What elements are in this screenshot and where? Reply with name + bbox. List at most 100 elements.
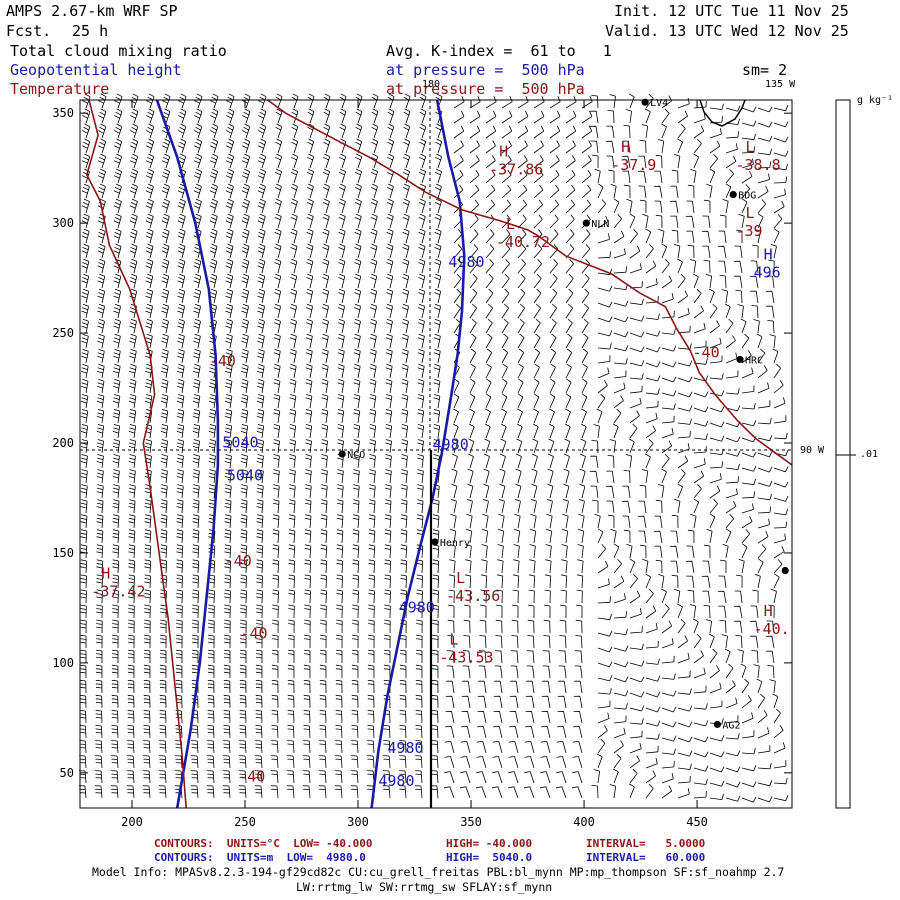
wind-barb [533, 333, 541, 349]
wind-barb [545, 559, 552, 574]
wind-barb [129, 183, 138, 199]
wind-barb [725, 500, 737, 514]
wind-barb [160, 454, 168, 469]
wind-barb [224, 394, 233, 409]
wind-barb [725, 528, 732, 544]
wind-barb [597, 700, 611, 709]
wind-barb [145, 198, 154, 214]
wind-barb [369, 409, 377, 424]
wind-barb [271, 770, 279, 784]
wind-barb [542, 650, 551, 664]
wind-barb [464, 589, 471, 604]
wind-barb [581, 318, 589, 334]
wind-barb [224, 604, 231, 619]
station-label: BDG [738, 191, 756, 202]
wind-barb [661, 588, 667, 604]
wind-barb [418, 198, 426, 214]
wind-barb [686, 545, 695, 559]
wind-barb [622, 140, 631, 154]
wind-barb [451, 468, 458, 484]
wind-barb [770, 243, 777, 259]
wind-barb [725, 450, 741, 457]
wind-barb [354, 273, 362, 289]
wind-barb [565, 155, 576, 169]
wind-barb [95, 710, 103, 724]
wind-barb [766, 620, 775, 634]
wind-barb [528, 589, 535, 604]
wind-barb [337, 348, 345, 364]
wind-barb [629, 590, 641, 604]
wind-barb [401, 394, 409, 409]
wind-barb [693, 791, 707, 799]
wind-barb [113, 288, 122, 304]
y-tick-label: 250 [52, 326, 74, 340]
wind-barb [673, 244, 681, 259]
wind-barb [533, 96, 545, 109]
wind-barb [501, 273, 510, 289]
wind-barb [273, 348, 281, 364]
wind-barb [736, 229, 743, 243]
wind-barb [597, 301, 613, 308]
wind-barb [288, 634, 295, 649]
extremum-value: -40. [754, 620, 790, 638]
wind-barb [525, 695, 535, 709]
wind-barb [158, 785, 167, 799]
wind-barb [741, 695, 752, 709]
wind-barb [97, 243, 106, 259]
wind-barb [693, 751, 709, 758]
wind-barb [401, 318, 409, 334]
wind-barb [417, 394, 425, 409]
wind-barb [176, 394, 185, 409]
wind-barb [224, 559, 232, 574]
wind-barb [654, 515, 663, 529]
wind-barb [275, 108, 283, 124]
contour-label: 4980 [433, 436, 469, 454]
wind-barb [597, 544, 607, 559]
wind-barb [193, 258, 202, 274]
wind-barb [112, 499, 120, 514]
wind-barb [306, 228, 314, 244]
wind-barb [159, 694, 167, 709]
wind-barb [368, 619, 375, 634]
wind-barb [453, 303, 462, 319]
wind-barb [493, 695, 503, 709]
wind-barb [224, 574, 231, 589]
wind-barb [210, 153, 219, 169]
wind-barb [371, 138, 379, 154]
wind-barb [622, 170, 631, 184]
wind-barb [290, 243, 298, 259]
wind-barb [337, 318, 345, 334]
wind-barb [129, 228, 138, 244]
wind-barb [741, 465, 757, 472]
contour-label: 4980 [378, 772, 414, 790]
wind-barb [192, 454, 200, 469]
wind-barb [258, 153, 267, 169]
meridian-180-label: 180 [422, 79, 441, 90]
wind-barb [338, 213, 346, 229]
wind-barb [708, 288, 715, 304]
wind-barb [449, 529, 457, 544]
wind-barb [482, 513, 489, 529]
wind-barb [447, 619, 455, 634]
wind-barb [476, 741, 487, 754]
wind-barb [677, 670, 691, 679]
wind-barb [240, 514, 248, 529]
wind-barb [460, 741, 471, 754]
wind-barb [690, 168, 697, 184]
wind-barb [127, 664, 135, 679]
wind-barb [304, 619, 311, 634]
wind-barb [223, 770, 231, 784]
wind-barb [224, 454, 232, 469]
wind-barb [613, 283, 628, 290]
wind-barb [96, 469, 104, 484]
wind-barb [129, 168, 138, 184]
wind-barb [226, 153, 235, 169]
wind-barb [208, 619, 215, 634]
wind-barb [757, 173, 770, 184]
wind-barb [768, 259, 775, 274]
wind-barb [144, 604, 151, 619]
wind-barb [693, 113, 706, 124]
wind-barb [143, 694, 151, 709]
wind-barb [687, 244, 695, 259]
